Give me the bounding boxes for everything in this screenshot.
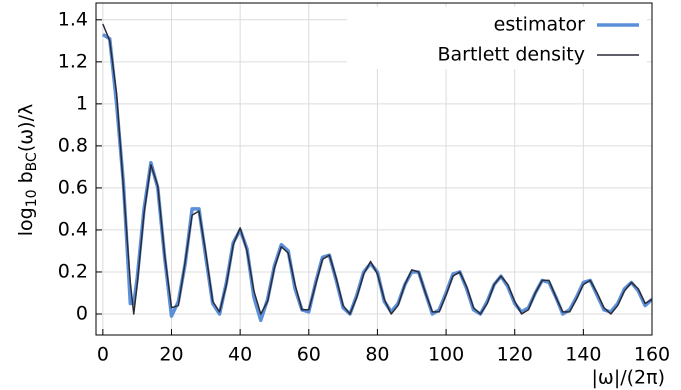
- x-axis-label: |ω|/(2π): [592, 367, 665, 389]
- x-tick-label: 20: [159, 344, 183, 366]
- x-tick-label: 160: [634, 344, 670, 366]
- series-line: [102, 23, 652, 315]
- y-tick-label: 0.6: [58, 176, 88, 198]
- legend-box: [347, 7, 647, 69]
- x-tick-label: 100: [428, 344, 464, 366]
- y-tick-label: 0.2: [58, 260, 88, 282]
- x-tick-label: 0: [97, 344, 109, 366]
- legend-label: estimator: [494, 14, 586, 36]
- y-tick-label: 1.4: [58, 8, 88, 30]
- legend-label: Bartlett density: [437, 44, 585, 66]
- x-tick-label: 140: [565, 344, 601, 366]
- y-tick-label: 1: [76, 92, 88, 114]
- x-tick-label: 120: [497, 344, 533, 366]
- y-label-part: log: [15, 207, 37, 236]
- y-tick-label: 0.4: [58, 218, 88, 240]
- y-tick-label: 0: [76, 302, 88, 324]
- y-label-part: (ω)/λ: [15, 104, 37, 152]
- x-tick-label: 80: [365, 344, 389, 366]
- y-tick-label: 0.8: [58, 134, 88, 156]
- plot-frame: [95, 2, 653, 336]
- y-tick-label: 1.2: [58, 50, 88, 72]
- y-axis-label: log10 bBC(ω)/λ: [15, 104, 41, 236]
- y-label-part: b: [15, 171, 37, 189]
- y-label-part: BC: [24, 152, 40, 171]
- x-tick-label: 60: [297, 344, 321, 366]
- y-label-part: 10: [24, 189, 40, 207]
- x-tick-label: 40: [228, 344, 252, 366]
